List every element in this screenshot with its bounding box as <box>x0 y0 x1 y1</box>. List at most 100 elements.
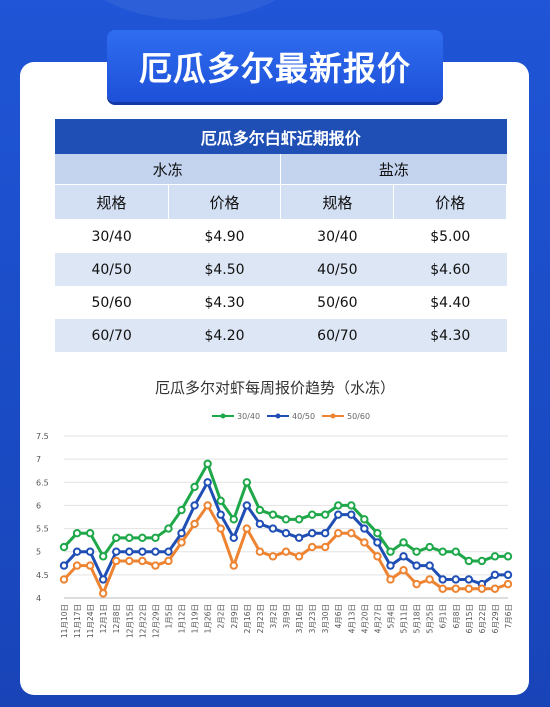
x-tick-label: 2月2日 <box>217 604 226 629</box>
table-row: 30/40 $4.90 30/40 $5.00 <box>55 219 507 253</box>
data-point <box>85 561 95 570</box>
data-point <box>360 515 369 524</box>
price-trend-chart: 厄瓜多尔对虾每周报价趋势（水冻） 30/40 40/50 50/60 4 4.5 5 5.5 6… <box>36 379 513 638</box>
data-point <box>268 510 278 519</box>
x-tick-label: 5月11日 <box>400 604 409 633</box>
data-point <box>451 547 460 556</box>
legend-marker <box>330 413 336 419</box>
data-point <box>503 570 513 580</box>
x-tick-label: 6月1日 <box>439 604 448 629</box>
data-point <box>255 547 265 556</box>
data-point <box>255 519 265 529</box>
x-tick-label: 4月20日 <box>360 604 369 633</box>
x-tick-label: 1月12日 <box>178 604 187 633</box>
x-tick-label: 4月13日 <box>347 604 356 633</box>
table-row: 50/60 $4.30 50/60 $4.40 <box>55 286 507 319</box>
data-point <box>373 529 382 538</box>
cell-frozen-price: $4.50 <box>168 253 281 286</box>
data-point <box>438 575 447 584</box>
data-point <box>386 575 395 584</box>
group-header-salt: 盐冻 <box>280 154 507 185</box>
data-point <box>399 552 408 561</box>
price-table: 厄瓜多尔白虾近期报价 水冻 盐冻 规格 价格 规格 价格 30/40 $4.90… <box>55 119 507 352</box>
data-point <box>307 542 317 552</box>
data-point <box>347 510 356 519</box>
data-point <box>138 547 147 556</box>
data-point <box>464 556 474 566</box>
data-point <box>503 579 513 589</box>
data-point <box>85 529 95 538</box>
background-circle <box>60 0 320 20</box>
data-point <box>242 478 252 487</box>
x-tick-label: 5月25日 <box>426 604 435 633</box>
data-point <box>203 478 212 487</box>
page-title: 厄瓜多尔最新报价 <box>139 49 411 88</box>
data-point <box>399 538 408 547</box>
data-point <box>242 524 252 533</box>
data-point <box>190 501 199 510</box>
x-tick-label: 6月29日 <box>491 604 500 633</box>
data-point <box>59 561 69 570</box>
data-point <box>438 584 447 593</box>
x-tick-label: 1月19日 <box>191 604 200 633</box>
legend-label: 30/40 <box>237 412 260 421</box>
x-tick-label: 5月18日 <box>413 604 422 633</box>
table-title: 厄瓜多尔白虾近期报价 <box>55 119 507 154</box>
data-point <box>307 529 317 538</box>
data-point <box>281 547 291 556</box>
data-point <box>320 510 330 519</box>
cell-salt-price: $4.30 <box>393 319 507 352</box>
data-point <box>386 561 395 570</box>
col-header-price: 价格 <box>393 184 507 220</box>
col-header-spec: 规格 <box>55 184 169 220</box>
col-header-spec: 规格 <box>280 184 395 220</box>
cell-frozen-spec: 60/70 <box>55 319 169 352</box>
col-header-price: 价格 <box>168 184 282 220</box>
data-point <box>281 529 291 538</box>
data-point <box>164 547 173 556</box>
data-point <box>490 584 500 593</box>
data-point <box>98 589 108 598</box>
data-point <box>438 547 447 556</box>
y-tick-label: 7 <box>36 455 41 464</box>
y-tick-label: 4.5 <box>36 571 49 580</box>
data-point <box>347 529 356 538</box>
legend-marker <box>220 413 226 419</box>
data-point <box>112 533 121 543</box>
cell-frozen-price: $4.30 <box>168 286 281 319</box>
data-point <box>425 561 434 570</box>
data-point <box>125 533 134 543</box>
x-tick-label: 11月17日 <box>73 604 82 638</box>
data-point <box>490 552 500 561</box>
data-point <box>425 542 434 552</box>
data-point <box>59 542 69 552</box>
x-tick-label: 5月4日 <box>386 604 395 629</box>
data-point <box>281 515 291 524</box>
data-point <box>320 542 330 552</box>
legend-marker <box>275 413 281 419</box>
data-point <box>229 561 238 570</box>
x-tick-label: 12月29日 <box>151 604 160 638</box>
data-point <box>190 482 199 492</box>
data-point <box>477 556 487 566</box>
x-tick-label: 2月9日 <box>230 604 239 629</box>
data-point <box>360 524 369 533</box>
data-point <box>425 575 434 584</box>
data-point <box>229 515 238 524</box>
cell-salt-spec: 60/70 <box>280 319 394 352</box>
cell-frozen-spec: 50/60 <box>55 286 169 319</box>
data-point <box>151 533 160 543</box>
data-point <box>412 579 421 589</box>
data-point <box>334 529 343 538</box>
data-point <box>125 556 134 566</box>
x-tick-label: 11月10日 <box>60 604 69 638</box>
data-point <box>164 556 173 566</box>
data-point <box>307 510 317 519</box>
cell-frozen-spec: 40/50 <box>55 253 169 286</box>
table-row: 60/70 $4.20 60/70 $4.30 <box>55 319 507 352</box>
x-tick-label: 3月9日 <box>282 604 291 629</box>
data-point <box>216 510 225 519</box>
x-tick-label: 1月5日 <box>164 604 173 629</box>
data-point <box>203 459 212 468</box>
data-point <box>294 552 304 561</box>
